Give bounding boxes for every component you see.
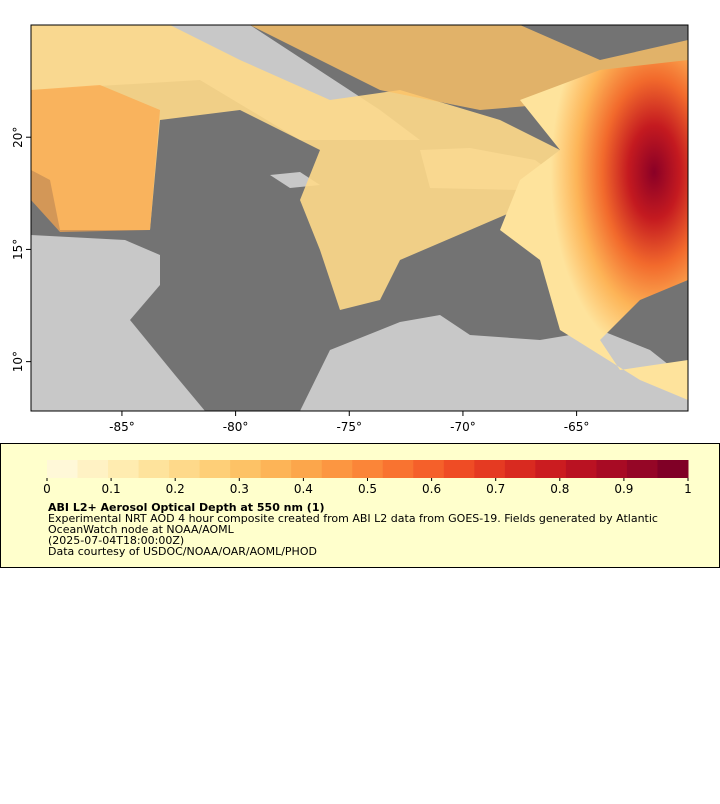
legend-line: (2025-07-04T18:00:00Z) <box>48 534 184 547</box>
x-tick-label: -75° <box>336 420 362 434</box>
colorbar: 0 0.1 0.2 0.3 0.4 0.5 0.6 0.7 0.8 0.9 1 <box>43 460 692 496</box>
aerosol <box>31 25 560 310</box>
colorbar-tick-label: 0.6 <box>422 482 441 496</box>
colorbar-cell <box>382 460 414 478</box>
y-tick-label: 15° <box>11 239 25 260</box>
colorbar-tick-label: 1 <box>684 482 692 496</box>
x-tick-label: -80° <box>223 420 249 434</box>
y-tick-label: 20° <box>11 127 25 148</box>
x-tick-label: -85° <box>109 420 135 434</box>
aerosol <box>31 85 160 232</box>
colorbar-tick-label: 0.3 <box>230 482 249 496</box>
x-tick-label: -65° <box>564 420 590 434</box>
colorbar-tick-label: 0.7 <box>486 482 505 496</box>
map-frame <box>30 24 689 412</box>
colorbar-cell <box>108 460 140 478</box>
colorbar-cell <box>443 460 475 478</box>
colorbar-tick-label: 0.9 <box>614 482 633 496</box>
map <box>31 25 688 411</box>
colorbar-tick-label: 0.4 <box>294 482 313 496</box>
colorbar-cell <box>657 460 689 478</box>
legend-line: Experimental NRT AOD 4 hour composite cr… <box>48 512 658 525</box>
colorbar-cell <box>260 460 292 478</box>
colorbar-cell <box>138 460 170 478</box>
colorbar-cell <box>626 460 658 478</box>
colorbar-cell <box>77 460 109 478</box>
colorbar-cell <box>169 460 201 478</box>
colorbar-cell <box>596 460 628 478</box>
x-tick-label: -70° <box>450 420 476 434</box>
colorbar-tick-label: 0 <box>43 482 51 496</box>
legend-line: OceanWatch node at NOAA/AOML <box>48 523 235 536</box>
colorbar-tick-label: 0.5 <box>358 482 377 496</box>
colorbar-cell <box>47 460 79 478</box>
y-tick-label: 10° <box>11 351 25 372</box>
colorbar-cell <box>504 460 536 478</box>
legend-line: Data courtesy of USDOC/NOAA/OAR/AOML/PHO… <box>48 545 317 558</box>
colorbar-cell <box>291 460 323 478</box>
colorbar-cell <box>474 460 506 478</box>
aerosol <box>500 60 688 400</box>
land <box>31 235 205 411</box>
colorbar-cell <box>565 460 597 478</box>
colorbar-tick-label: 0.8 <box>550 482 569 496</box>
colorbar-cell <box>413 460 445 478</box>
colorbar-cell <box>535 460 567 478</box>
colorbar-cell <box>352 460 384 478</box>
colorbar-cell <box>199 460 231 478</box>
colorbar-tick-label: 0.1 <box>102 482 121 496</box>
colorbar-cell <box>230 460 262 478</box>
colorbar-cell <box>321 460 353 478</box>
legend-title: ABI L2+ Aerosol Optical Depth at 550 nm … <box>48 501 325 514</box>
colorbar-tick-label: 0.2 <box>166 482 185 496</box>
axes: -85° -80° -75° -70° -65° 10° 15° 20° <box>11 127 589 434</box>
